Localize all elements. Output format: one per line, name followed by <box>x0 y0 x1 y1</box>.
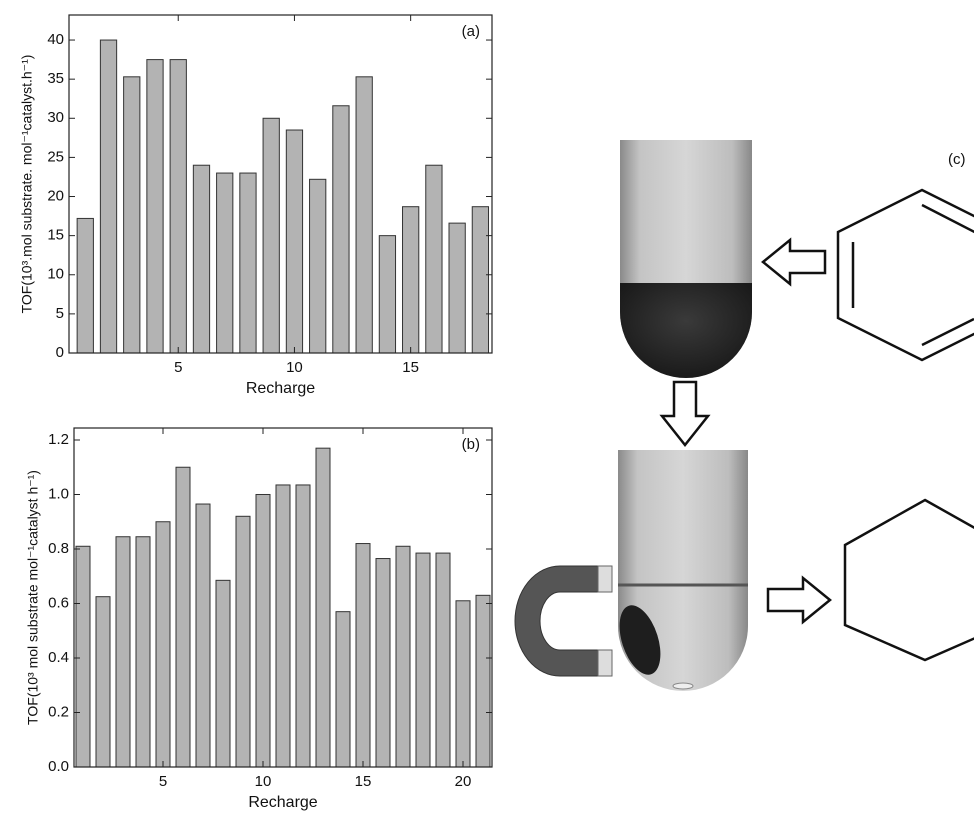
chart: 0 5 10 15 20 25 30 35 40 5 10 15 Recharge TOF(10³.mol… <box>19 14 493 397</box>
bar <box>435 552 451 768</box>
arrow-right <box>766 575 832 625</box>
panel-label: (c) <box>948 151 966 168</box>
y-tick-label: 10 <box>47 266 64 283</box>
bar <box>315 447 331 768</box>
bar <box>309 178 327 354</box>
y-tick-label: 0.4 <box>48 649 69 666</box>
bar <box>471 206 490 354</box>
bar <box>216 172 234 354</box>
arrow-down <box>659 380 711 448</box>
y-tick-label: 1.2 <box>48 431 69 448</box>
bar <box>402 206 420 354</box>
x-tick-label: 20 <box>455 773 472 790</box>
x-tick-label: 15 <box>355 773 372 790</box>
bar <box>332 105 350 354</box>
bar <box>475 594 491 768</box>
x-tick-label: 5 <box>174 359 182 376</box>
magnetic-particles <box>619 605 661 675</box>
x-tick-label: 10 <box>255 773 272 790</box>
bar <box>75 545 91 768</box>
magnet-pole <box>597 565 613 593</box>
bar <box>425 164 443 354</box>
bar <box>95 596 111 768</box>
bar <box>235 515 251 768</box>
cyclohexane-ring <box>843 498 974 662</box>
double-bond <box>921 203 974 234</box>
x-tick-label: 10 <box>286 359 303 376</box>
bar <box>415 552 431 768</box>
bar <box>448 222 466 354</box>
y-tick-label: 0.8 <box>48 540 69 557</box>
bar <box>375 558 391 768</box>
magnet-pole <box>597 649 613 677</box>
plot-frame <box>68 14 493 354</box>
y-tick-label: 25 <box>47 148 64 165</box>
panel-c: (c) <box>514 140 974 691</box>
double-bond <box>921 317 974 347</box>
bar <box>76 217 94 354</box>
bar <box>123 76 141 354</box>
bar <box>378 235 397 354</box>
bar <box>355 543 371 768</box>
y-tick-label: 0.0 <box>48 758 69 775</box>
bar <box>285 129 304 354</box>
x-tick-label: 15 <box>402 359 419 376</box>
bar <box>335 611 351 768</box>
y-tick-label: 0.2 <box>48 703 69 720</box>
annotation: (a) <box>462 23 480 40</box>
y-tick-label: 15 <box>47 227 64 244</box>
chart: 0.0 0.2 0.4 0.6 0.8 1.0 1.2 5 10 15 20 Recharge TOF(… <box>25 427 493 811</box>
bar <box>135 536 151 768</box>
x-axis-label: Recharge <box>248 794 317 811</box>
x-axis-label: Recharge <box>246 380 315 397</box>
y-tick-label: 40 <box>47 31 64 48</box>
arrow-left <box>761 237 827 287</box>
y-axis-label: TOF(10³ mol substrate mol⁻¹catalyst h⁻¹) <box>25 470 41 725</box>
y-tick-label: 0 <box>56 344 64 361</box>
x-tick-label: 5 <box>159 773 167 790</box>
bar <box>99 39 118 354</box>
y-tick-label: 5 <box>56 305 64 322</box>
y-axis-label: TOF(10³.mol substrate. mol⁻¹catalyst.h⁻¹… <box>19 55 35 314</box>
y-tick-label: 20 <box>47 187 64 204</box>
tube-bottom <box>672 682 694 690</box>
bar <box>169 59 187 354</box>
annotation: (b) <box>462 436 480 453</box>
bar <box>355 76 373 354</box>
plot-frame <box>73 427 493 768</box>
benzene-ring <box>836 188 974 362</box>
bar <box>455 600 471 768</box>
bar <box>215 579 231 768</box>
bar <box>275 484 291 768</box>
y-tick-label: 30 <box>47 109 64 126</box>
magnet <box>514 565 599 677</box>
bar <box>192 164 211 354</box>
bar <box>255 493 271 768</box>
bar <box>239 172 257 354</box>
bar <box>155 521 171 768</box>
bar <box>195 503 211 768</box>
y-tick-label: 0.6 <box>48 594 69 611</box>
bar <box>115 536 131 768</box>
bar <box>175 466 191 768</box>
dark-liquid <box>620 283 752 378</box>
y-tick-label: 35 <box>47 70 64 87</box>
bar <box>146 59 164 354</box>
bar <box>262 117 280 354</box>
y-tick-label: 1.0 <box>48 485 69 502</box>
bar <box>395 545 411 768</box>
bar <box>295 484 311 768</box>
